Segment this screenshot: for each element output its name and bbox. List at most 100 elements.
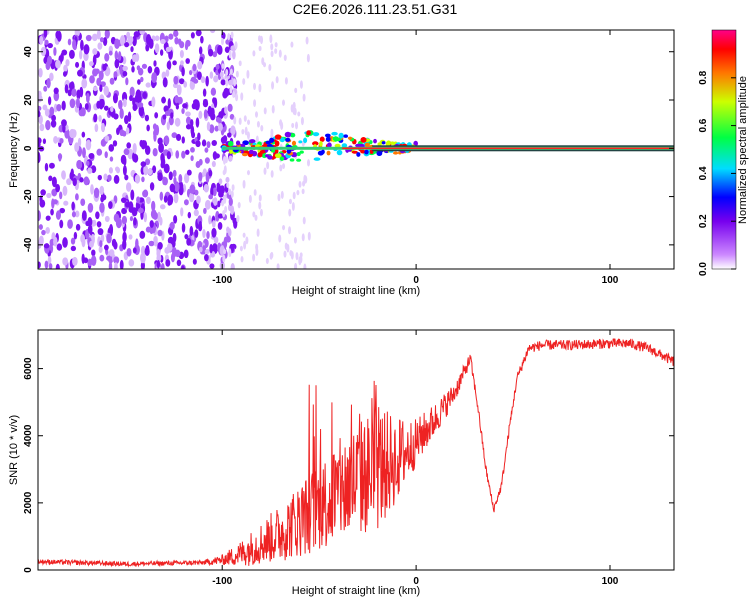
heatmap-cell	[290, 41, 294, 48]
spectrogram-y-label: Frequency (Hz)	[8, 112, 20, 188]
heatmap-cell	[181, 265, 185, 269]
heatmap-cell	[114, 262, 118, 269]
heatmap-cell	[184, 173, 190, 184]
heatmap-cell	[163, 135, 170, 146]
heatmap-cell	[189, 225, 194, 237]
heatmap-cell	[74, 142, 80, 153]
heatmap-cell	[45, 226, 50, 234]
heatmap-cell	[62, 237, 68, 248]
heatmap-cell	[203, 109, 208, 119]
heatmap-cell	[92, 86, 98, 92]
heatmap-cell	[121, 207, 126, 214]
heatmap-cell	[62, 185, 68, 197]
heatmap-cell	[282, 163, 286, 169]
heatmap-cell	[229, 113, 235, 120]
heatmap-cell	[189, 184, 196, 194]
heatmap-cell	[241, 128, 245, 135]
heatmap-cell	[92, 48, 98, 56]
colorbar-gradient	[712, 30, 736, 269]
heatmap-cell	[284, 242, 288, 250]
heatmap-cell	[217, 45, 223, 55]
heatmap-cell	[227, 140, 234, 147]
heatmap-cell	[99, 202, 105, 214]
heatmap-cell	[125, 182, 132, 192]
heatmap-cell	[85, 92, 90, 104]
heatmap-cell	[81, 210, 87, 221]
heatmap-cell	[58, 153, 62, 162]
spectrogram-panel: -100 0 100 -40 -20 0 20 40 Height of straight …	[8, 29, 675, 297]
heatmap-cell	[206, 121, 211, 132]
heatmap-cell	[176, 84, 182, 96]
heatmap-cell	[185, 123, 192, 130]
heatmap-cell	[146, 124, 150, 132]
heatmap-cell	[128, 234, 133, 240]
heatmap-cell	[162, 77, 168, 88]
heatmap-cell	[204, 157, 210, 164]
heatmap-cell	[88, 61, 94, 67]
heatmap-cell	[151, 200, 156, 212]
heatmap-cell	[166, 121, 170, 131]
heatmap-cell	[135, 89, 142, 101]
heatmap-cell	[98, 70, 104, 81]
heatmap-cell	[124, 201, 130, 208]
heatmap-cell	[326, 150, 331, 156]
heatmap-cell	[211, 220, 216, 228]
heatmap-cell	[142, 140, 148, 149]
heatmap-cell	[211, 160, 216, 168]
heatmap-cell	[114, 38, 120, 49]
heatmap-cell	[69, 98, 76, 109]
heatmap-cell	[42, 138, 47, 145]
heatmap-cell	[68, 82, 74, 90]
heatmap-cell	[166, 151, 172, 160]
heatmap-cell	[213, 75, 219, 83]
heatmap-cell	[274, 153, 282, 159]
heatmap-cell	[196, 71, 202, 81]
heatmap-cell	[132, 142, 137, 154]
heatmap-cell	[112, 93, 118, 104]
heatmap-cell	[45, 215, 51, 221]
heatmap-cell	[84, 103, 89, 110]
y-tick-label: 0	[23, 145, 34, 151]
heatmap-cell	[184, 42, 189, 51]
heatmap-cell	[228, 50, 232, 59]
heatmap-cell	[192, 63, 197, 72]
heatmap-cell	[153, 131, 157, 142]
heatmap-cell	[180, 207, 184, 217]
heatmap-cell	[197, 132, 201, 141]
heatmap-cell	[298, 256, 302, 266]
heatmap-cell	[208, 215, 212, 225]
heatmap-cell	[47, 256, 52, 265]
heatmap-cell	[145, 158, 151, 166]
heatmap-cell	[151, 96, 156, 108]
heatmap-cell	[52, 199, 58, 205]
heatmap-cell	[151, 72, 158, 84]
heatmap-cell	[238, 117, 242, 125]
heatmap-cell	[253, 99, 257, 108]
heatmap-cell	[67, 38, 72, 46]
heatmap-cell	[81, 78, 88, 89]
heatmap-cell	[235, 70, 239, 78]
heatmap-cell	[107, 174, 112, 182]
heatmap-cell	[168, 116, 174, 126]
heatmap-cell	[236, 215, 240, 223]
heatmap-cell	[217, 122, 223, 132]
heatmap-cell	[253, 189, 257, 196]
heatmap-cell	[62, 123, 66, 133]
heatmap-cell	[225, 39, 231, 45]
heatmap-cell	[198, 110, 203, 120]
heatmap-cell	[88, 153, 95, 159]
heatmap-cell	[270, 43, 274, 51]
heatmap-cell	[210, 87, 217, 96]
heatmap-cell	[61, 170, 66, 180]
snr-series-line	[38, 338, 674, 568]
heatmap-cell	[175, 103, 179, 110]
heatmap-cell	[176, 133, 182, 141]
heatmap-cell	[132, 247, 137, 254]
heatmap-cell	[87, 202, 94, 213]
heatmap-cell	[71, 88, 77, 97]
heatmap-cell	[47, 42, 53, 49]
heatmap-cell	[38, 110, 41, 118]
heatmap-cell	[94, 123, 99, 133]
heatmap-cell	[79, 49, 83, 60]
heatmap-cell	[168, 33, 174, 40]
